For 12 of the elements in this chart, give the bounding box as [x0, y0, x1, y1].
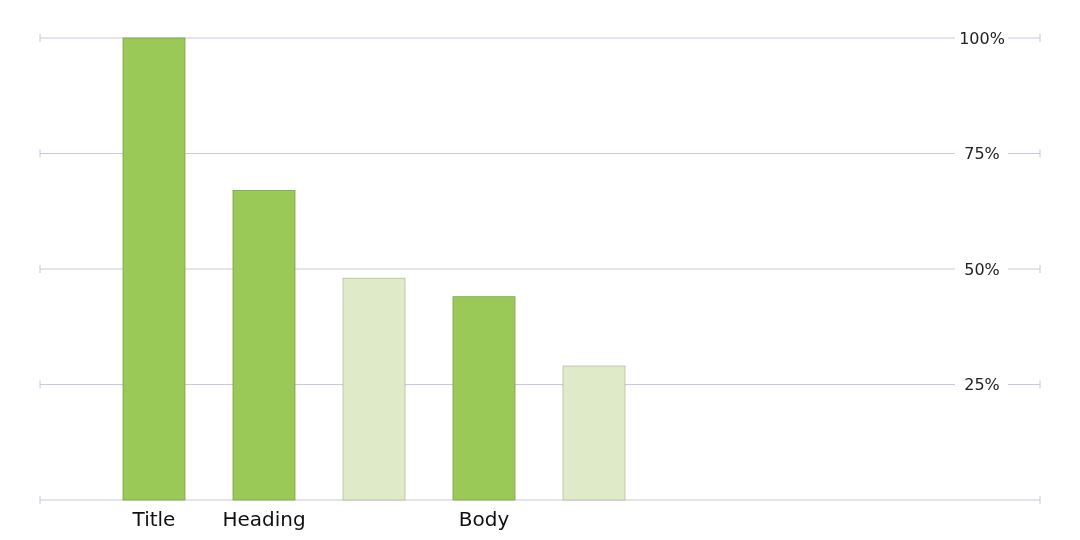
y-tick-label: 100% [959, 28, 1005, 48]
bar [232, 190, 296, 501]
bar [342, 277, 406, 501]
y-tick-label: 25% [964, 375, 1000, 395]
x-tick-label: Title [131, 507, 176, 531]
y-tick-label: 75% [964, 144, 1000, 164]
y-tick-label: 50% [964, 259, 1000, 279]
bar [562, 365, 626, 501]
bar [122, 37, 186, 501]
x-tick-label: Body [458, 507, 510, 531]
x-tick-label: Heading [222, 507, 306, 531]
bar [452, 296, 516, 501]
